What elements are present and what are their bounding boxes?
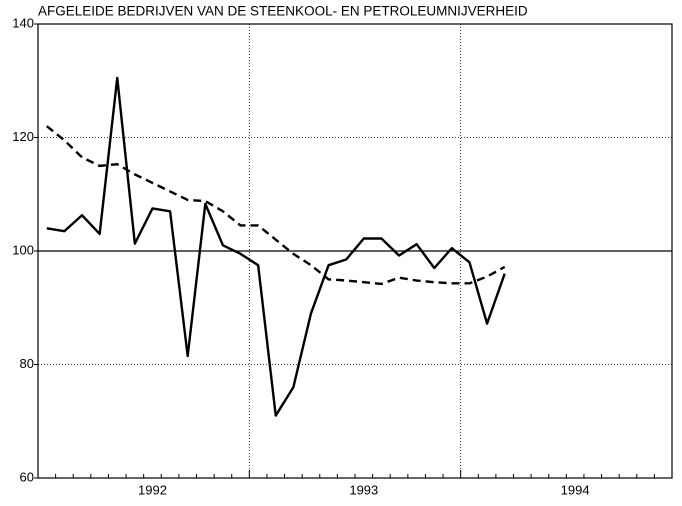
x-tick-label: 1994 [561, 482, 590, 497]
plot-frame [37, 23, 673, 479]
y-tick-label: 140 [12, 15, 34, 30]
y-tick-label: 80 [20, 356, 34, 371]
chart-title: AFGELEIDE BEDRIJVEN VAN DE STEENKOOL- EN… [38, 4, 528, 19]
x-tick-label: 1992 [138, 482, 167, 497]
y-tick-label: 60 [20, 469, 34, 484]
y-tick-label: 120 [12, 129, 34, 144]
series-line [46, 125, 506, 286]
x-tick-label: 1993 [349, 482, 378, 497]
y-tick-label: 100 [12, 242, 34, 257]
series-line [46, 76, 506, 417]
